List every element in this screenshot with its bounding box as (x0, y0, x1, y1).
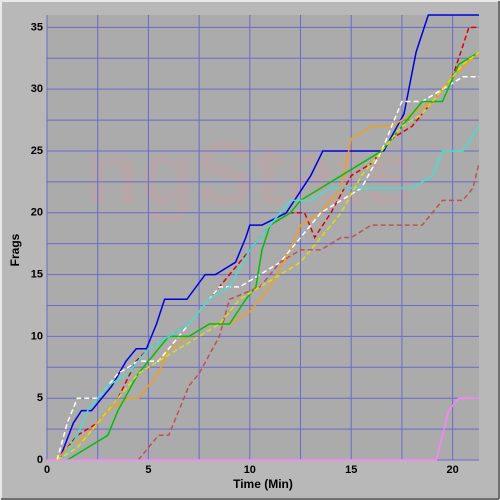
series-line (56, 76, 479, 461)
x-tick-label: 10 (244, 464, 256, 476)
y-tick-label: 10 (31, 330, 43, 342)
y-tick-label: 5 (37, 392, 43, 404)
series-line (47, 397, 479, 461)
plot-area (47, 15, 479, 460)
x-tick-label: 20 (447, 464, 459, 476)
series-line (56, 51, 480, 461)
x-tick-label: 15 (345, 464, 357, 476)
x-tick-label: 5 (145, 464, 151, 476)
y-tick-label: 0 (37, 454, 43, 466)
y-tick-label: 35 (31, 21, 43, 33)
y-axis-label: Frags (8, 233, 22, 266)
series-line (62, 125, 480, 461)
y-tick-label: 15 (31, 268, 43, 280)
y-tick-label: 30 (31, 83, 43, 95)
x-tick-label: 0 (44, 464, 50, 476)
y-tick-label: 25 (31, 145, 43, 157)
x-axis-label: Time (Min) (233, 477, 293, 491)
y-tick-label: 20 (31, 207, 43, 219)
series-line (56, 51, 480, 461)
series-line (137, 163, 480, 461)
